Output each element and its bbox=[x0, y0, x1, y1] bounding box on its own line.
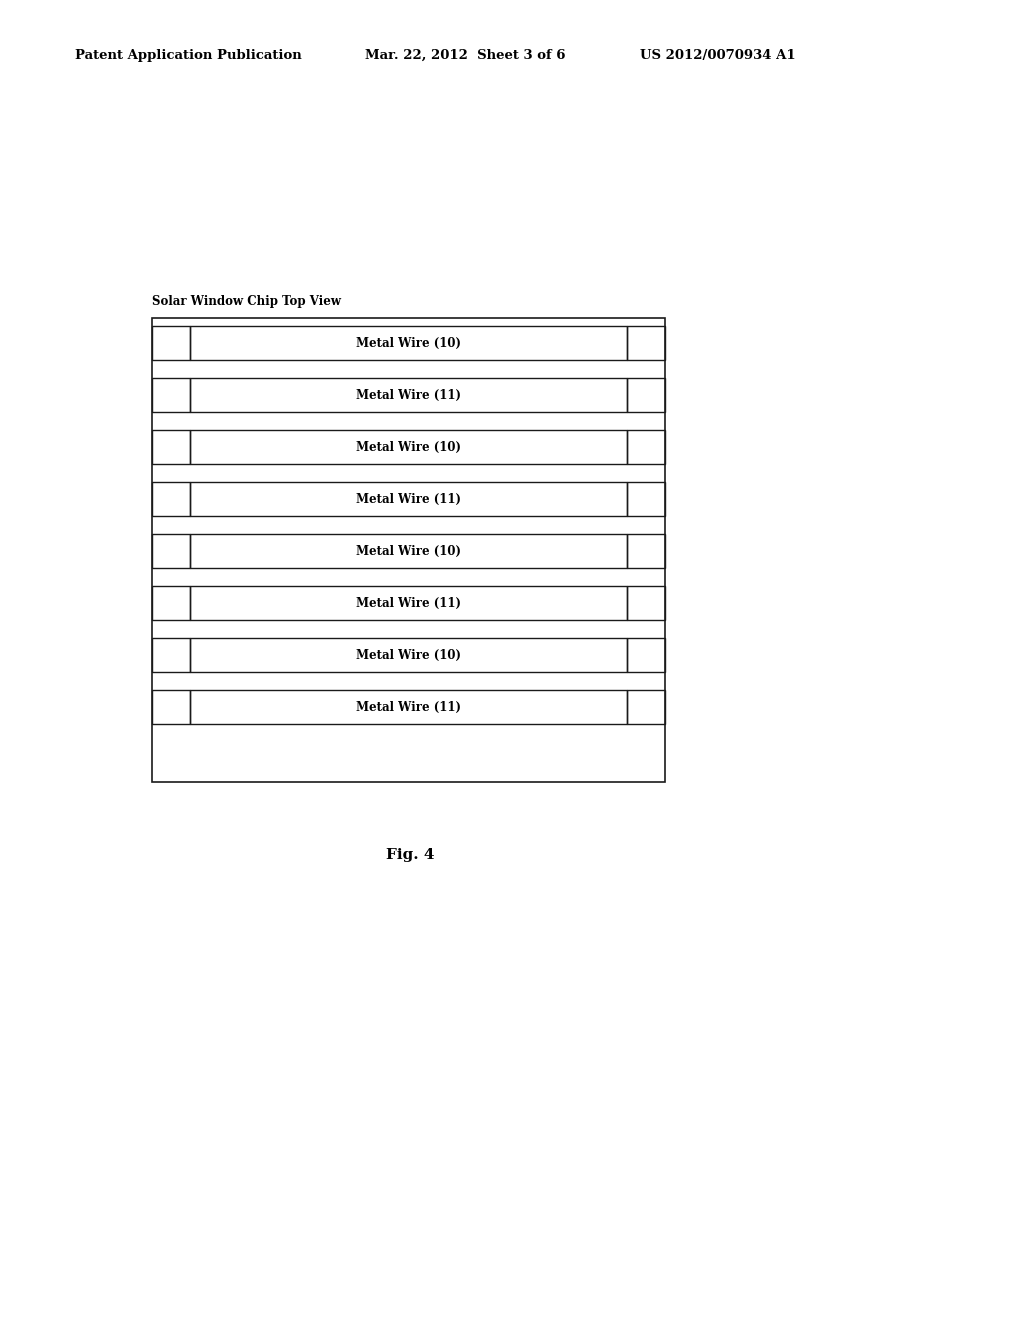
Bar bbox=[152, 690, 190, 723]
Bar bbox=[190, 482, 627, 516]
Bar bbox=[152, 430, 190, 465]
Bar bbox=[627, 535, 665, 568]
Bar bbox=[152, 482, 190, 516]
Bar bbox=[190, 690, 627, 723]
Text: Metal Wire (10): Metal Wire (10) bbox=[356, 648, 461, 661]
Text: Metal Wire (11): Metal Wire (11) bbox=[356, 701, 461, 714]
Text: Metal Wire (10): Metal Wire (10) bbox=[356, 544, 461, 557]
Bar bbox=[190, 586, 627, 620]
Text: Metal Wire (10): Metal Wire (10) bbox=[356, 441, 461, 454]
Text: Mar. 22, 2012  Sheet 3 of 6: Mar. 22, 2012 Sheet 3 of 6 bbox=[365, 49, 565, 62]
Bar bbox=[152, 638, 190, 672]
Bar bbox=[190, 430, 627, 465]
Bar bbox=[190, 638, 627, 672]
Bar bbox=[152, 326, 190, 360]
Bar bbox=[627, 326, 665, 360]
Text: Solar Window Chip Top View: Solar Window Chip Top View bbox=[152, 294, 341, 308]
Text: Metal Wire (11): Metal Wire (11) bbox=[356, 492, 461, 506]
Text: Patent Application Publication: Patent Application Publication bbox=[75, 49, 302, 62]
Bar bbox=[152, 378, 190, 412]
Bar bbox=[627, 586, 665, 620]
Bar bbox=[152, 318, 665, 781]
Bar bbox=[627, 638, 665, 672]
Text: Fig. 4: Fig. 4 bbox=[386, 847, 434, 862]
Bar bbox=[190, 378, 627, 412]
Bar bbox=[152, 535, 190, 568]
Bar bbox=[627, 690, 665, 723]
Bar bbox=[627, 378, 665, 412]
Bar bbox=[627, 482, 665, 516]
Text: US 2012/0070934 A1: US 2012/0070934 A1 bbox=[640, 49, 796, 62]
Bar bbox=[190, 535, 627, 568]
Bar bbox=[152, 586, 190, 620]
Bar bbox=[190, 326, 627, 360]
Text: Metal Wire (11): Metal Wire (11) bbox=[356, 388, 461, 401]
Bar bbox=[627, 430, 665, 465]
Text: Metal Wire (11): Metal Wire (11) bbox=[356, 597, 461, 610]
Text: Metal Wire (10): Metal Wire (10) bbox=[356, 337, 461, 350]
